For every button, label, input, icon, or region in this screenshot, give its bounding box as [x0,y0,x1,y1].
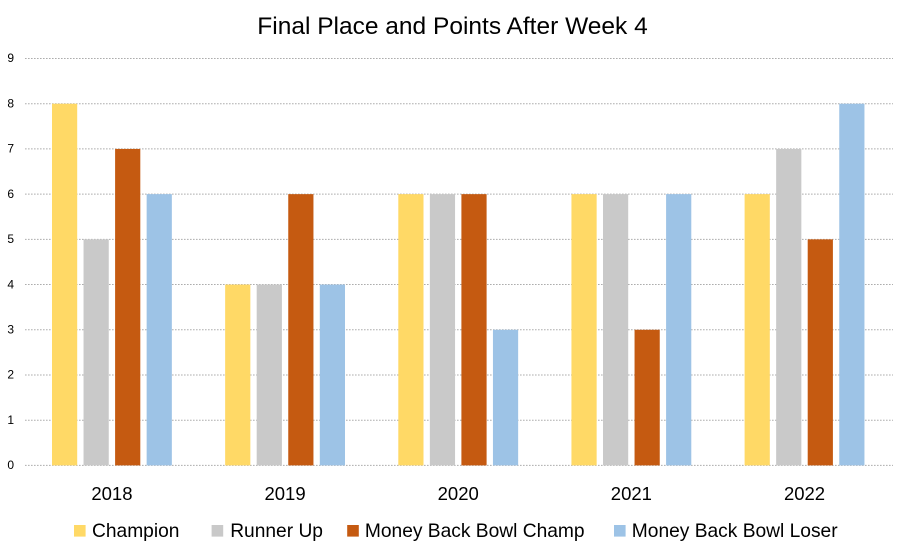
svg-text:2022: 2022 [784,483,825,504]
svg-text:5: 5 [7,232,14,246]
svg-text:9: 9 [7,51,14,65]
svg-text:Money Back Bowl Loser: Money Back Bowl Loser [632,521,838,542]
svg-text:7: 7 [7,142,14,156]
svg-text:3: 3 [7,323,14,337]
svg-text:2021: 2021 [611,483,652,504]
svg-text:Champion: Champion [92,521,179,542]
svg-text:2018: 2018 [91,483,132,504]
svg-text:Money Back Bowl Champ: Money Back Bowl Champ [365,521,585,542]
svg-text:2019: 2019 [264,483,305,504]
svg-text:6: 6 [7,187,14,201]
svg-text:4: 4 [7,277,14,291]
svg-text:0: 0 [7,458,14,472]
svg-text:2020: 2020 [438,483,479,504]
svg-text:Runner Up: Runner Up [230,521,323,542]
svg-text:2: 2 [7,368,14,382]
svg-text:8: 8 [7,96,14,110]
svg-text:Final Place and Points After W: Final Place and Points After Week 4 [257,13,647,40]
svg-text:1: 1 [7,413,14,427]
